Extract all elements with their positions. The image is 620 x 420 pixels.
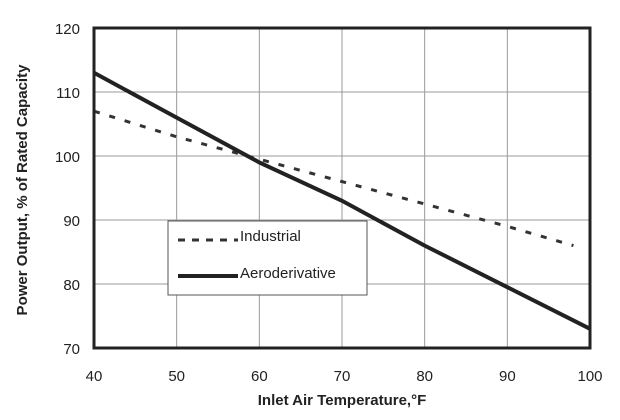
y-axis-label: Power Output, % of Rated Capacity	[14, 64, 31, 316]
x-tick-label: 80	[416, 368, 433, 385]
plot-frame	[92, 26, 592, 350]
x-tick-label: 90	[499, 368, 516, 385]
y-tick-label: 70	[63, 341, 80, 358]
series-line-industrial	[93, 109, 574, 248]
series-line-aeroderivative	[93, 71, 591, 331]
y-tick-label: 110	[56, 85, 80, 102]
x-tick-label: 70	[334, 368, 351, 385]
legend-label-aeroderivative: Aeroderivative	[240, 265, 336, 282]
y-tick-label: 80	[63, 277, 80, 294]
y-tick-label: 90	[63, 213, 80, 230]
x-tick-label: 60	[251, 368, 268, 385]
legend: Industrial Aeroderivative	[167, 220, 368, 296]
legend-label-industrial: Industrial	[240, 228, 301, 245]
y-tick-label: 120	[55, 21, 80, 38]
x-tick-label: 100	[577, 368, 602, 385]
x-tick-label: 40	[86, 368, 103, 385]
x-axis-label: Inlet Air Temperature,°F	[258, 392, 427, 409]
y-tick-label: 100	[55, 149, 80, 166]
x-tick-label: 50	[168, 368, 185, 385]
